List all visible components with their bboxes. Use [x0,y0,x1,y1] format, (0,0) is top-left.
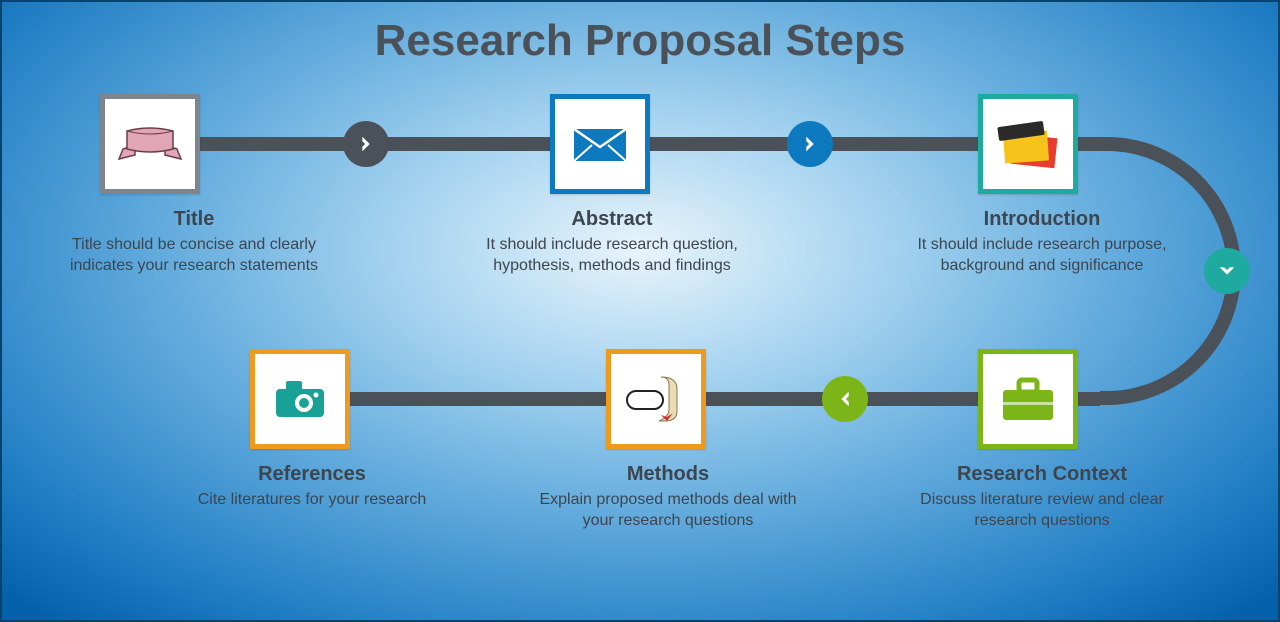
step-text-title: Title Title should be concise and clearl… [64,208,324,277]
briefcase-icon [997,372,1059,426]
step-box-methods [606,349,706,449]
step-text-research-context: Research Context Discuss literature revi… [912,463,1172,532]
arrow-1 [343,121,389,167]
envelope-icon [570,123,630,165]
step-heading: Abstract [482,208,742,231]
step-text-methods: Methods Explain proposed methods deal wi… [538,463,798,532]
step-heading: Methods [538,463,798,486]
step-box-introduction [978,94,1078,194]
camera-icon [270,375,330,423]
chevron-down-icon [1216,260,1238,282]
step-desc: It should include research question, hyp… [482,235,742,277]
step-heading: References [172,463,452,486]
arrow-3 [1204,248,1250,294]
chevron-right-icon [355,133,377,155]
step-desc: Title should be concise and clearly indi… [64,235,324,277]
step-box-abstract [550,94,650,194]
banner-icon [115,119,185,169]
diagram-stage: Research Proposal Steps [0,0,1280,622]
arrow-4 [822,376,868,422]
step-desc: Discuss literature review and clear rese… [912,490,1172,532]
scroll-icon [621,371,691,427]
step-desc: It should include research purpose, back… [912,235,1172,277]
step-text-references: References Cite literatures for your res… [172,463,452,511]
arrow-2 [787,121,833,167]
chevron-right-icon [799,133,821,155]
step-text-introduction: Introduction It should include research … [912,208,1172,277]
page-title: Research Proposal Steps [2,16,1278,66]
step-desc: Explain proposed methods deal with your … [538,490,798,532]
step-box-title [100,94,200,194]
chevron-left-icon [834,388,856,410]
step-heading: Introduction [912,208,1172,231]
step-text-abstract: Abstract It should include research ques… [482,208,742,277]
step-heading: Research Context [912,463,1172,486]
folders-icon [992,114,1064,174]
step-desc: Cite literatures for your research [172,490,452,511]
step-heading: Title [64,208,324,231]
step-box-research-context [978,349,1078,449]
step-box-references [250,349,350,449]
